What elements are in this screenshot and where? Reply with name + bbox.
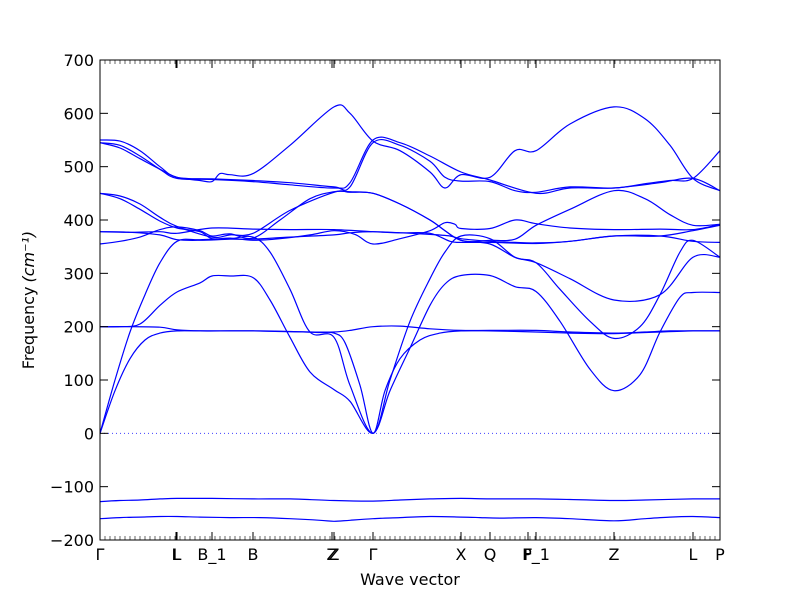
x-tick-label: F	[523, 545, 532, 564]
y-tick-label: 400	[63, 211, 94, 230]
y-axis-title-text: Frequency	[19, 287, 38, 370]
x-tick-label: Γ	[96, 545, 105, 564]
band-line-1	[99, 515, 721, 522]
x-tick-label: B_1	[197, 545, 226, 565]
x-tick-label: P_1	[522, 545, 550, 565]
x-tick-label: L	[172, 545, 181, 564]
x-tick-label: Z	[609, 545, 620, 564]
band-line-4	[99, 234, 721, 434]
x-tick-label: Γ	[369, 545, 378, 564]
series-group	[99, 104, 721, 522]
y-tick-label: −200	[50, 531, 94, 550]
band-line-14	[99, 136, 721, 195]
x-axis-ticks: Γ LL B_1 B ZZ Γ X Q FP_1 Z L P	[96, 60, 725, 565]
x-axis-title: Wave vector	[360, 570, 460, 589]
x-tick-label: L	[173, 545, 182, 564]
band-line-11	[99, 190, 721, 302]
x-tick-label: X	[456, 545, 467, 564]
x-tick-label: Z	[329, 545, 340, 564]
x-tick-label: L	[689, 545, 698, 564]
y-tick-label: 700	[63, 51, 94, 70]
plot-area-frame	[99, 59, 721, 541]
band-line-5	[99, 273, 721, 434]
y-tick-label: 600	[63, 104, 94, 123]
band-line-6	[99, 325, 720, 334]
band-line-9	[99, 227, 721, 245]
y-tick-label: 300	[63, 264, 94, 283]
x-tick-label: P	[715, 545, 725, 564]
y-axis-ticks: −200 −100 0 100 200 300 400 500 600 700	[50, 51, 720, 550]
y-tick-label: 0	[84, 424, 94, 443]
y-axis-title: Frequency (cm⁻¹)	[19, 231, 38, 369]
x-tick-label: B	[248, 545, 259, 564]
x-tick-label: Z	[327, 545, 338, 564]
y-axis-title-unit: (cm⁻¹)	[19, 231, 38, 283]
x-tick-label: Q	[484, 545, 497, 564]
minor-tick-marks	[99, 60, 721, 540]
y-tick-label: 500	[63, 158, 94, 177]
y-tick-label: 200	[63, 318, 94, 337]
band-line-2	[99, 497, 721, 503]
y-tick-label: 100	[63, 371, 94, 390]
y-tick-label: −100	[50, 478, 94, 497]
